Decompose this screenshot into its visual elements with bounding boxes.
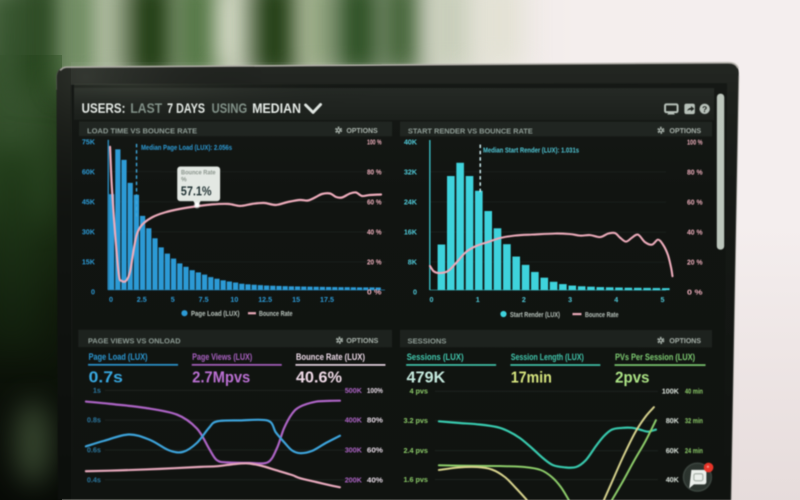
- svg-text:20 %: 20 %: [367, 257, 382, 266]
- svg-text:32K: 32K: [404, 167, 418, 176]
- svg-text:0 %: 0 %: [367, 287, 382, 296]
- svg-text:40%: 40%: [367, 475, 384, 484]
- svg-text:2pvs: 2pvs: [615, 370, 650, 387]
- svg-text:100 %: 100 %: [367, 137, 382, 146]
- svg-text:40 %: 40 %: [687, 228, 703, 237]
- svg-text:?: ?: [702, 104, 707, 114]
- svg-text:Bounce Rate: Bounce Rate: [259, 311, 293, 318]
- svg-text:OPTIONS: OPTIONS: [346, 126, 377, 135]
- svg-text:17.5: 17.5: [320, 295, 334, 304]
- svg-text:USERS:: USERS:: [82, 101, 126, 116]
- svg-text:100K: 100K: [662, 387, 680, 396]
- svg-text:15: 15: [292, 295, 300, 304]
- svg-text:0.7s: 0.7s: [89, 369, 123, 386]
- svg-text:32 min: 32 min: [685, 416, 703, 425]
- svg-text:60 %: 60 %: [367, 197, 382, 206]
- svg-text:3: 3: [568, 295, 572, 304]
- svg-text:80 %: 80 %: [367, 167, 382, 176]
- svg-text:80%: 80%: [367, 416, 384, 425]
- svg-text:USING: USING: [212, 101, 248, 116]
- svg-text:57.1%: 57.1%: [181, 183, 212, 198]
- svg-text:0.6s: 0.6s: [87, 445, 101, 454]
- svg-text:60 %: 60 %: [687, 198, 703, 207]
- svg-text:Start Render (LUX): Start Render (LUX): [510, 312, 560, 319]
- svg-text:45K: 45K: [82, 197, 96, 206]
- svg-text:2.7Mpvs: 2.7Mpvs: [192, 369, 250, 386]
- svg-text:Page Load (LUX): Page Load (LUX): [191, 311, 240, 318]
- svg-text:1.6 pvs: 1.6 pvs: [404, 475, 428, 484]
- svg-text:60K: 60K: [82, 167, 96, 176]
- svg-text:5: 5: [171, 295, 175, 304]
- svg-text:5: 5: [660, 295, 664, 304]
- svg-text:16K: 16K: [404, 228, 418, 237]
- svg-text:200K: 200K: [345, 475, 363, 484]
- svg-text:0: 0: [429, 295, 433, 304]
- svg-text:START RENDER VS BOUNCE RATE: START RENDER VS BOUNCE RATE: [408, 129, 533, 136]
- svg-text:4: 4: [614, 295, 618, 304]
- svg-text:30K: 30K: [82, 227, 96, 236]
- svg-text:300K: 300K: [345, 445, 363, 454]
- svg-text:17min: 17min: [511, 369, 552, 386]
- svg-text:60K: 60K: [666, 446, 680, 455]
- svg-text:%: %: [181, 177, 187, 184]
- svg-text:0.4s: 0.4s: [87, 475, 101, 484]
- svg-text:40K: 40K: [666, 475, 680, 484]
- svg-text:LAST: LAST: [130, 101, 163, 116]
- svg-text:0.8s: 0.8s: [87, 416, 101, 425]
- svg-text:1: 1: [476, 295, 480, 304]
- svg-text:40K: 40K: [404, 137, 418, 146]
- svg-text:0: 0: [413, 288, 417, 297]
- svg-text:479K: 479K: [407, 369, 446, 386]
- svg-text:Page Load (LUX): Page Load (LUX): [89, 352, 148, 362]
- svg-text:24 min: 24 min: [685, 446, 703, 455]
- svg-text:Session Length (LUX): Session Length (LUX): [511, 352, 584, 362]
- svg-text:Sessions (LUX): Sessions (LUX): [407, 352, 464, 362]
- svg-text:100%: 100%: [367, 386, 384, 395]
- svg-text:Bounce Rate: Bounce Rate: [181, 170, 216, 177]
- svg-text:7.5: 7.5: [199, 295, 209, 304]
- svg-text:SESSIONS: SESSIONS: [407, 338, 446, 345]
- svg-text:PAGE VIEWS VS ONLOAD: PAGE VIEWS VS ONLOAD: [88, 338, 181, 345]
- svg-text:0 %: 0 %: [687, 288, 703, 297]
- svg-text:100 %: 100 %: [687, 137, 703, 146]
- svg-text:PVs Per Session (LUX): PVs Per Session (LUX): [615, 352, 695, 362]
- svg-text:OPTIONS: OPTIONS: [346, 336, 378, 345]
- svg-text:12.5: 12.5: [258, 295, 272, 304]
- svg-text:24K: 24K: [404, 198, 418, 207]
- svg-text:MEDIAN: MEDIAN: [252, 101, 301, 116]
- svg-text:OPTIONS: OPTIONS: [669, 126, 701, 135]
- svg-text:Bounce Rate (LUX): Bounce Rate (LUX): [296, 352, 365, 362]
- svg-text:20 %: 20 %: [687, 258, 703, 267]
- svg-text:60%: 60%: [367, 445, 384, 454]
- svg-text:3.2 pvs: 3.2 pvs: [404, 416, 428, 425]
- svg-text:1s: 1s: [93, 386, 101, 395]
- svg-text:LOAD TIME VS BOUNCE RATE: LOAD TIME VS BOUNCE RATE: [87, 128, 197, 135]
- svg-text:75K: 75K: [82, 137, 96, 146]
- svg-text:40.6%: 40.6%: [296, 369, 342, 386]
- svg-text:40 %: 40 %: [367, 228, 382, 237]
- svg-text:10: 10: [230, 295, 238, 304]
- svg-text:400K: 400K: [345, 416, 363, 425]
- svg-text:Bounce Rate: Bounce Rate: [585, 312, 619, 319]
- svg-text:8K: 8K: [408, 258, 418, 267]
- svg-text:Median Page Load (LUX): 2.056s: Median Page Load (LUX): 2.056s: [141, 143, 232, 152]
- svg-text:2.4 pvs: 2.4 pvs: [404, 446, 428, 455]
- svg-text:500K: 500K: [345, 386, 363, 395]
- svg-text:0: 0: [91, 287, 95, 296]
- svg-text:Median Start Render (LUX): 1.0: Median Start Render (LUX): 1.031s: [483, 146, 579, 155]
- svg-text:Page Views (LUX): Page Views (LUX): [192, 352, 252, 362]
- svg-text:4 pvs: 4 pvs: [410, 387, 428, 396]
- svg-text:2.5: 2.5: [137, 295, 147, 304]
- svg-text:0: 0: [109, 295, 113, 304]
- svg-text:40 min: 40 min: [685, 387, 703, 396]
- svg-text:15K: 15K: [82, 257, 96, 266]
- svg-text:7 DAYS: 7 DAYS: [167, 101, 205, 116]
- svg-text:2: 2: [522, 295, 526, 304]
- svg-text:80K: 80K: [666, 416, 680, 425]
- svg-text:80 %: 80 %: [687, 168, 703, 177]
- svg-text:OPTIONS: OPTIONS: [669, 336, 701, 345]
